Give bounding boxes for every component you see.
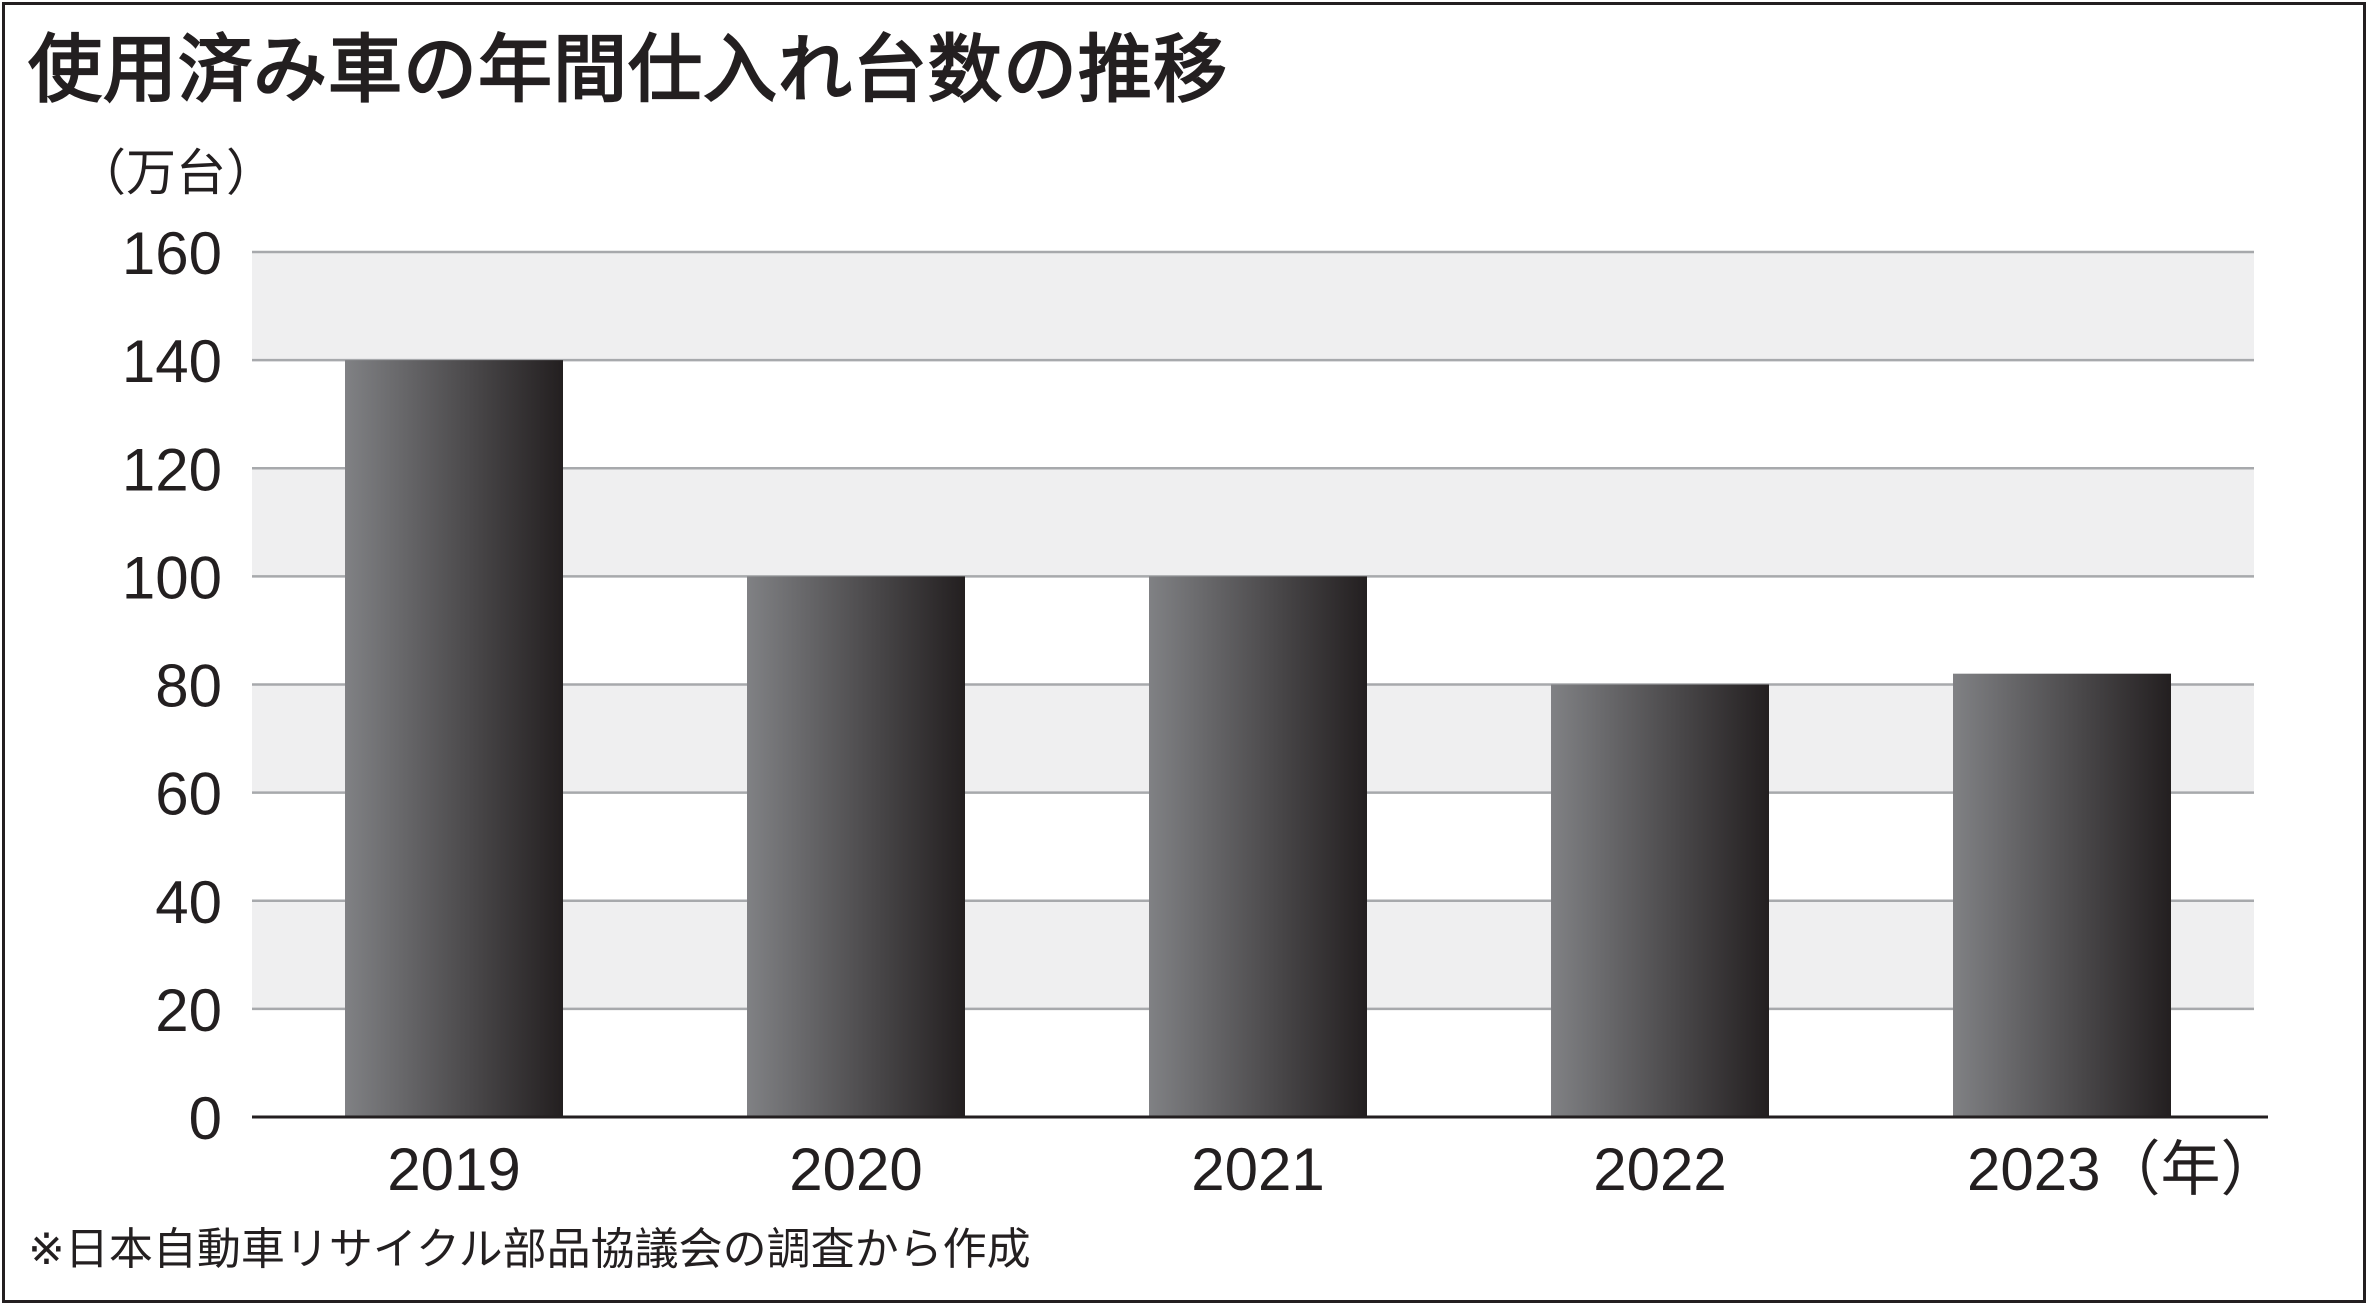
background-band <box>252 252 2254 361</box>
y-tick-label: 120 <box>122 436 222 503</box>
y-axis-unit-label: （万台） <box>76 144 276 202</box>
y-tick-label: 0 <box>189 1085 222 1152</box>
bar <box>345 360 563 1117</box>
y-tick-label: 40 <box>155 869 222 936</box>
x-tick-label: 2019 <box>387 1136 520 1203</box>
y-tick-label: 140 <box>122 328 222 395</box>
y-tick-label: 160 <box>122 220 222 287</box>
x-axis-ticks: 2019 2020 2021 2022 2023（年） <box>387 1136 2280 1203</box>
y-tick-label: 100 <box>122 544 222 611</box>
background-bands <box>252 252 2254 1009</box>
bar <box>1551 684 1769 1117</box>
bar <box>1953 673 2171 1117</box>
bars <box>345 360 2171 1117</box>
y-axis-ticks: 0 20 40 60 80 100 120 140 160 <box>122 220 222 1152</box>
y-tick-label: 60 <box>155 761 222 828</box>
y-tick-label: 20 <box>155 977 222 1044</box>
source-note: ※日本自動車リサイクル部品協議会の調査から作成 <box>28 1224 1031 1275</box>
x-tick-label: 2020 <box>789 1136 922 1203</box>
x-tick-label: 2023（年） <box>1967 1136 2280 1203</box>
background-band <box>252 468 2254 577</box>
bar <box>747 576 965 1117</box>
chart-title: 使用済み車の年間仕入れ台数の推移 <box>28 27 1228 113</box>
x-tick-label: 2021 <box>1191 1136 1324 1203</box>
x-tick-label: 2022 <box>1593 1136 1726 1203</box>
y-tick-label: 80 <box>155 653 222 720</box>
bar <box>1149 576 1367 1117</box>
